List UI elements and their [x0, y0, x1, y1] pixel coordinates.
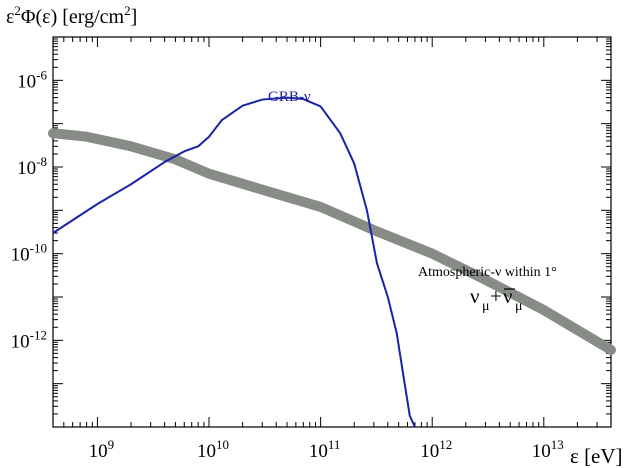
y-tick-label: 10-10: [11, 241, 47, 266]
y-tick-label: 10-12: [11, 327, 47, 352]
axis-tick-labels: 109 1010 1011 1012 1013 10-6 10-8 10-10 10-12: [11, 67, 564, 462]
y-tick-label: 10-6: [17, 67, 47, 92]
numubar-nu: ν: [503, 284, 513, 308]
y-axis-label: ε2Φ(ε) [erg/cm2]: [6, 3, 137, 28]
x-axis-label: ε [eV]: [570, 444, 623, 468]
x-tick-label: 1013: [532, 437, 564, 462]
numu-plus: +: [490, 284, 502, 308]
numu-sum-label: ν μ + ν μ: [470, 284, 523, 314]
y-tick-label: 10-8: [17, 154, 47, 179]
numubar-mu-sub: μ: [515, 299, 523, 314]
numu-nu: ν: [470, 284, 480, 308]
grb-series-label: GRB-ν: [268, 89, 311, 105]
x-tick-label: 1010: [197, 437, 229, 462]
numu-mu-sub: μ: [482, 299, 490, 314]
x-tick-label: 1011: [309, 437, 341, 462]
plot-frame: [52, 36, 612, 428]
x-tick-label: 109: [89, 437, 115, 462]
x-tick-label: 1012: [420, 437, 452, 462]
axis-ticks: [52, 36, 612, 428]
atmospheric-series-label: Atmospheric-ν within 1°: [418, 265, 557, 280]
series-line-atmospheric: [48, 128, 616, 355]
series-line-grb: [52, 96, 416, 428]
